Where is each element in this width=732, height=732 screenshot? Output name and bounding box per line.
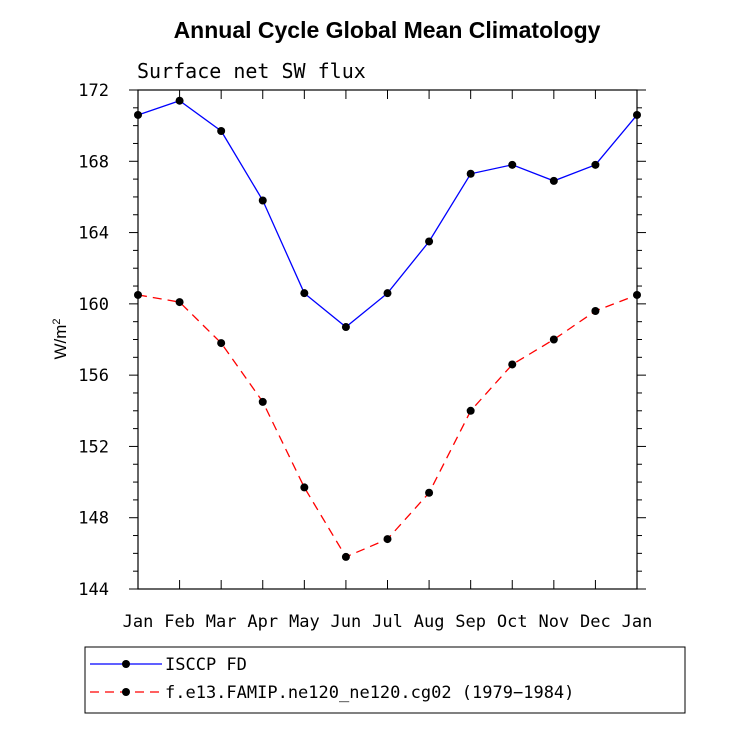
- axis-ticks: [129, 89, 646, 590]
- y-tick-label: 168: [78, 152, 109, 172]
- data-point-series-1: [300, 483, 309, 492]
- data-point-series-0: [217, 126, 226, 135]
- x-tick-label: Jul: [372, 612, 403, 632]
- x-tick-label: Dec: [580, 612, 611, 632]
- data-point-series-0: [341, 323, 350, 332]
- x-tick-label: May: [289, 612, 320, 632]
- y-tick-label: 156: [78, 366, 109, 386]
- data-point-series-0: [134, 110, 142, 119]
- y-tick-label: 152: [78, 437, 109, 457]
- x-tick-label: Nov: [538, 612, 569, 632]
- x-tick-label: Aug: [414, 612, 445, 632]
- data-point-series-1: [633, 290, 641, 299]
- y-axis-label-superscript: 2: [51, 318, 63, 324]
- data-point-series-0: [633, 110, 641, 119]
- data-point-series-0: [549, 176, 558, 185]
- chart-subtitle: Surface net SW flux: [137, 59, 366, 83]
- data-point-series-1: [549, 335, 558, 344]
- data-point-series-0: [591, 160, 600, 169]
- data-point-series-1: [341, 552, 350, 561]
- x-tick-label: Sep: [455, 612, 486, 632]
- data-point-series-1: [175, 298, 184, 307]
- x-tick-label: Jan: [123, 612, 154, 632]
- data-point-series-1: [591, 306, 600, 315]
- data-point-series-1: [217, 339, 226, 348]
- x-tick-label: Oct: [497, 612, 528, 632]
- legend-marker-isccp: [122, 660, 130, 668]
- y-tick-label: 172: [78, 81, 109, 101]
- x-tick-label: Jan: [622, 612, 653, 632]
- legend-marker-model: [122, 688, 130, 696]
- data-point-series-1: [508, 360, 517, 369]
- chart-title: Annual Cycle Global Mean Climatology: [174, 17, 601, 43]
- y-tick-label: 148: [78, 509, 109, 529]
- y-tick-label: 144: [78, 580, 109, 600]
- x-tick-label: Feb: [164, 612, 195, 632]
- data-point-series-0: [425, 237, 434, 246]
- y-tick-labels: 144 148 152 156 160 164 168 172: [78, 81, 109, 600]
- data-point-series-0: [258, 196, 267, 205]
- y-tick-label: 160: [78, 295, 109, 315]
- legend-frame: [84, 646, 686, 714]
- data-series: [134, 96, 641, 561]
- data-point-series-0: [175, 96, 184, 105]
- legend-label-model: f.e13.FAMIP.ne120_ne120.cg02 (1979−1984): [165, 683, 574, 703]
- x-tick-label: Jun: [331, 612, 362, 632]
- data-point-series-1: [466, 406, 475, 415]
- x-tick-labels: Jan Feb Mar Apr May Jun Jul Aug Sep Oct Nov Dec Jan: [123, 612, 653, 632]
- data-point-series-0: [300, 289, 309, 298]
- y-axis-label: W/m2: [51, 318, 70, 359]
- data-point-series-1: [425, 488, 434, 497]
- legend: ISCCP FD f.e13.FAMIP.ne120_ne120.cg02 (1…: [84, 646, 686, 714]
- y-tick-label: 164: [78, 224, 109, 244]
- data-point-series-0: [383, 289, 392, 298]
- data-point-series-0: [508, 160, 517, 169]
- data-point-series-1: [134, 290, 142, 299]
- data-point-series-1: [383, 535, 392, 544]
- x-tick-label: Mar: [206, 612, 237, 632]
- data-point-series-0: [466, 169, 475, 178]
- data-point-series-1: [258, 397, 267, 406]
- legend-label-isccp: ISCCP FD: [165, 655, 247, 675]
- y-axis-label-unit: W/m: [51, 325, 70, 360]
- x-tick-label: Apr: [247, 612, 278, 632]
